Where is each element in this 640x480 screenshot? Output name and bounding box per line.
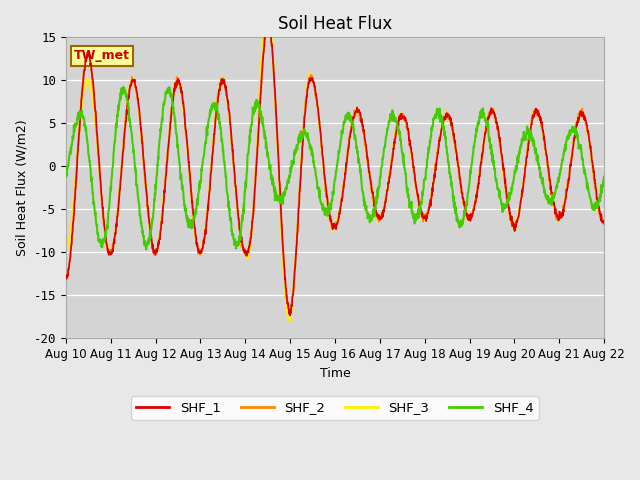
- Legend: SHF_1, SHF_2, SHF_3, SHF_4: SHF_1, SHF_2, SHF_3, SHF_4: [131, 396, 539, 420]
- Text: TW_met: TW_met: [74, 49, 130, 62]
- X-axis label: Time: Time: [319, 367, 350, 380]
- Title: Soil Heat Flux: Soil Heat Flux: [278, 15, 392, 33]
- Y-axis label: Soil Heat Flux (W/m2): Soil Heat Flux (W/m2): [15, 120, 28, 256]
